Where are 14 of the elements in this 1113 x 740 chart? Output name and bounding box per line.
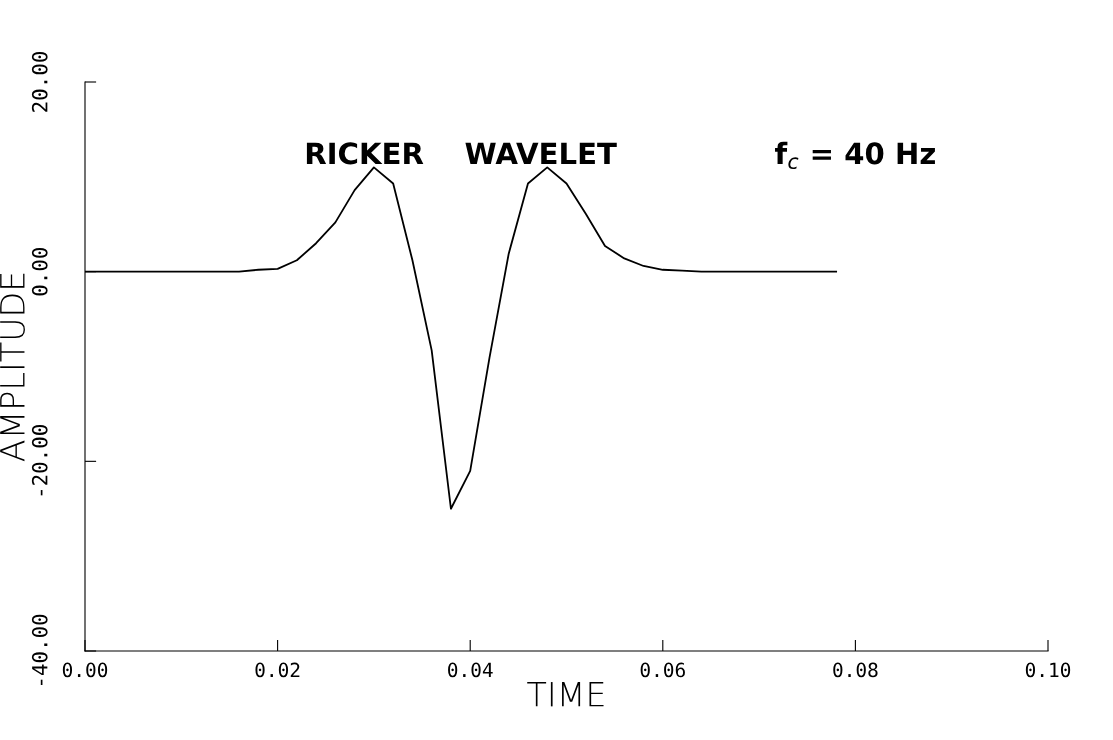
x-tick-label: 0.10 bbox=[1025, 662, 1071, 678]
x-axis-title: TIME bbox=[527, 682, 604, 707]
x-tick-label: 0.08 bbox=[833, 662, 878, 678]
x-tick-label: 0.04 bbox=[448, 662, 493, 678]
y-tick-label: 20.00 bbox=[31, 51, 48, 112]
x-tick-label: 0.06 bbox=[640, 662, 685, 678]
y-axis-title: AMPLITUDE bbox=[0, 273, 25, 462]
x-tick-label: 0.00 bbox=[62, 662, 108, 678]
y-tick-label: -40.00 bbox=[31, 614, 48, 685]
y-tick-label: 0.00 bbox=[31, 247, 48, 296]
x-tick-label: 0.02 bbox=[255, 662, 300, 678]
y-tick-label: -20.00 bbox=[31, 425, 48, 496]
annotation: f$_{c}$ = 40 Hz bbox=[775, 141, 935, 170]
text: RICKER WAVELET bbox=[306, 142, 617, 165]
